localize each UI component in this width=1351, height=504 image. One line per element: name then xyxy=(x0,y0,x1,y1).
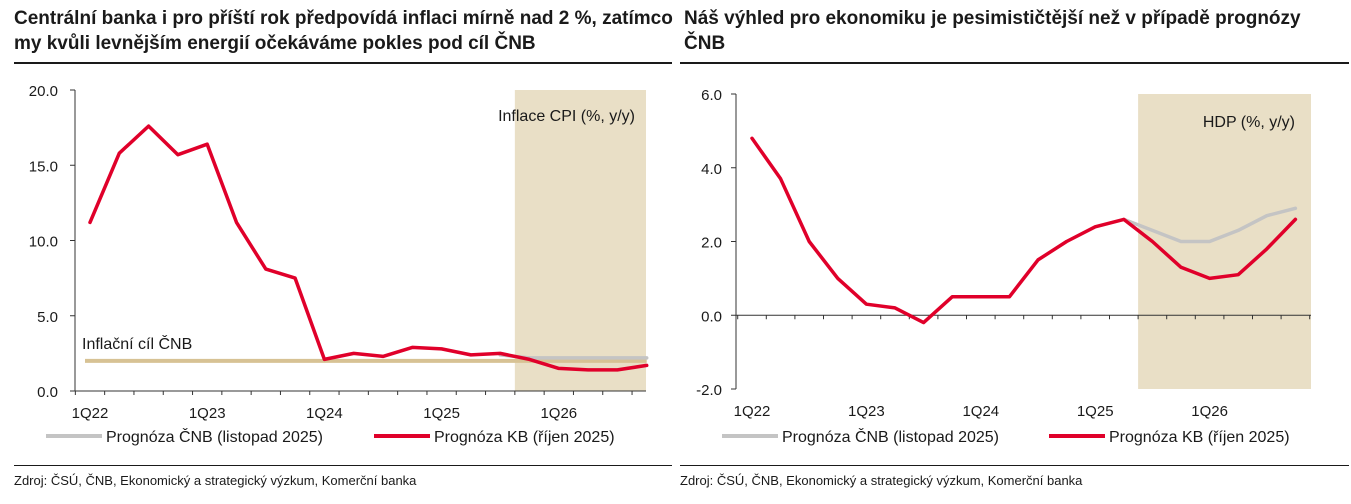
forecast-band xyxy=(514,90,646,391)
source-note: Zdroj: ČSÚ, ČNB, Ekonomický a strategick… xyxy=(14,473,417,488)
x-tick-label: 1Q25 xyxy=(1077,403,1114,420)
source-rule xyxy=(680,465,1349,466)
x-tick-label: 1Q25 xyxy=(423,405,460,422)
chart-inner-label: Inflace CPI (%, y/y) xyxy=(498,108,635,125)
y-tick-label: 0.0 xyxy=(37,384,58,401)
y-tick-label: 10.0 xyxy=(29,234,58,251)
chart-inner-label: HDP (%, y/y) xyxy=(1203,114,1295,131)
chart-title: Centrální banka i pro příští rok předpov… xyxy=(14,8,673,54)
legend-label-kb: Prognóza KB (říjen 2025) xyxy=(434,429,615,446)
y-tick-label: 4.0 xyxy=(701,161,722,178)
y-tick-label: 6.0 xyxy=(701,87,722,104)
inflation-target-label: Inflační cíl ČNB xyxy=(82,334,192,353)
x-tick-label: 1Q23 xyxy=(848,403,885,420)
gdp-chart: -2.0 0.0 2.0 4.0 6.0 1Q22 1Q23 1Q24 1Q25 1Q26 HDP … xyxy=(696,87,1311,446)
chart-title: Náš výhled pro ekonomiku je pesimističtě… xyxy=(684,8,1301,54)
y-tick-label: 2.0 xyxy=(701,235,722,252)
legend-label-cnb: Prognóza ČNB (listopad 2025) xyxy=(106,427,323,446)
forecast-band xyxy=(1138,94,1311,389)
x-tick-label: 1Q24 xyxy=(962,403,999,420)
gdp-panel: Náš výhled pro ekonomiku je pesimističtě… xyxy=(678,0,1351,504)
y-tick-label: 15.0 xyxy=(29,158,58,175)
x-tick-label: 1Q22 xyxy=(72,405,109,422)
x-tick-label: 1Q22 xyxy=(734,403,771,420)
kb-forecast-line xyxy=(88,124,649,372)
inflation-chart: 0.0 5.0 10.0 15.0 20.0 1Q22 1Q23 1Q24 1Q25 1Q26 In… xyxy=(29,83,649,446)
kb-forecast-line xyxy=(750,136,1298,325)
y-tick-label: 0.0 xyxy=(701,308,722,325)
x-tick-label: 1Q23 xyxy=(189,405,226,422)
source-note: Zdroj: ČSÚ, ČNB, Ekonomický a strategick… xyxy=(680,473,1083,488)
inflation-panel: Centrální banka i pro příští rok předpov… xyxy=(0,0,673,504)
legend-label-kb: Prognóza KB (říjen 2025) xyxy=(1109,429,1290,446)
x-tick-label: 1Q26 xyxy=(1191,403,1228,420)
x-tick-label: 1Q24 xyxy=(306,405,343,422)
y-tick-label: 5.0 xyxy=(37,309,58,326)
title-rule xyxy=(14,62,672,64)
y-tick-label: 20.0 xyxy=(29,83,58,100)
y-tick-label: -2.0 xyxy=(696,382,722,399)
legend-label-cnb: Prognóza ČNB (listopad 2025) xyxy=(782,427,999,446)
x-tick-label: 1Q26 xyxy=(540,405,577,422)
source-rule xyxy=(14,465,672,466)
title-rule xyxy=(680,62,1349,64)
